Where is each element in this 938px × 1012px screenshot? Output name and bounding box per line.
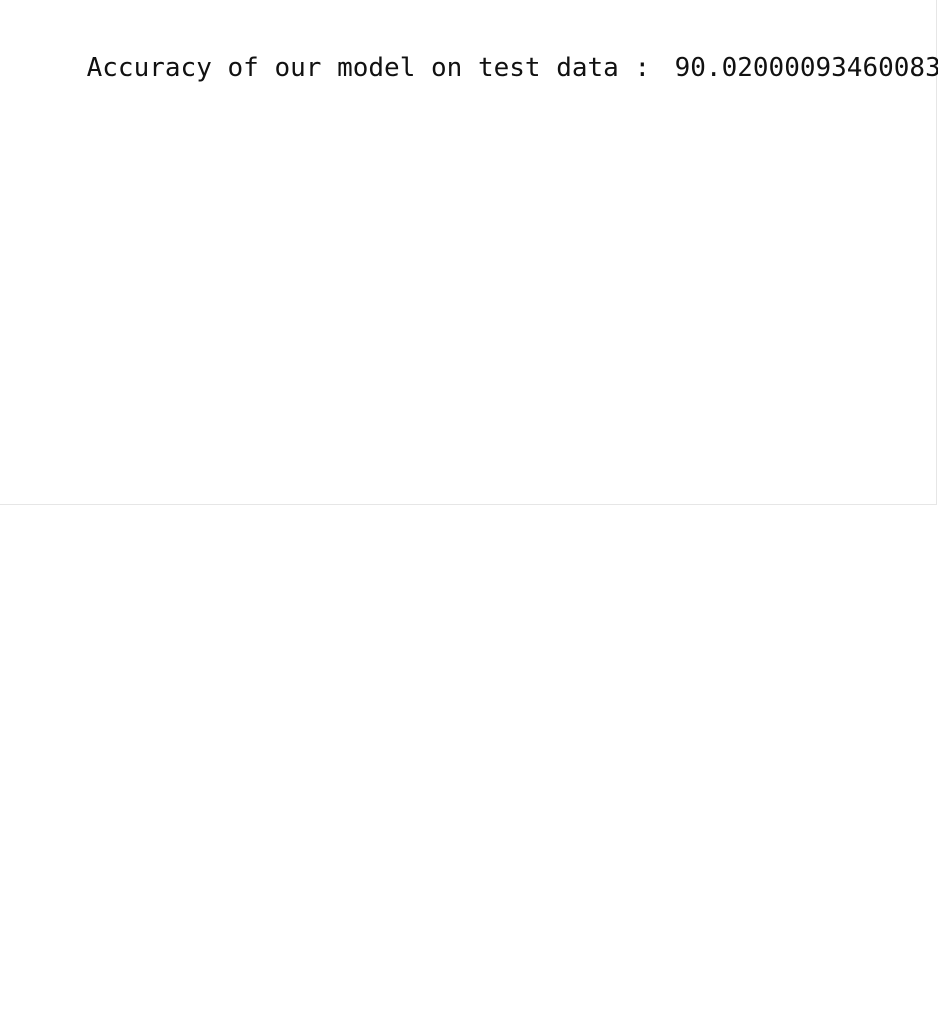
accuracy-value-line: 90.02000093460083 % <box>612 2 938 83</box>
output-cell <box>0 0 937 505</box>
accuracy-label: Accuracy of our model on test data : <box>86 53 651 83</box>
accuracy-value: 90.02000093460083 % <box>674 53 938 83</box>
accuracy-line: Accuracy of our model on test data : <box>24 2 651 83</box>
